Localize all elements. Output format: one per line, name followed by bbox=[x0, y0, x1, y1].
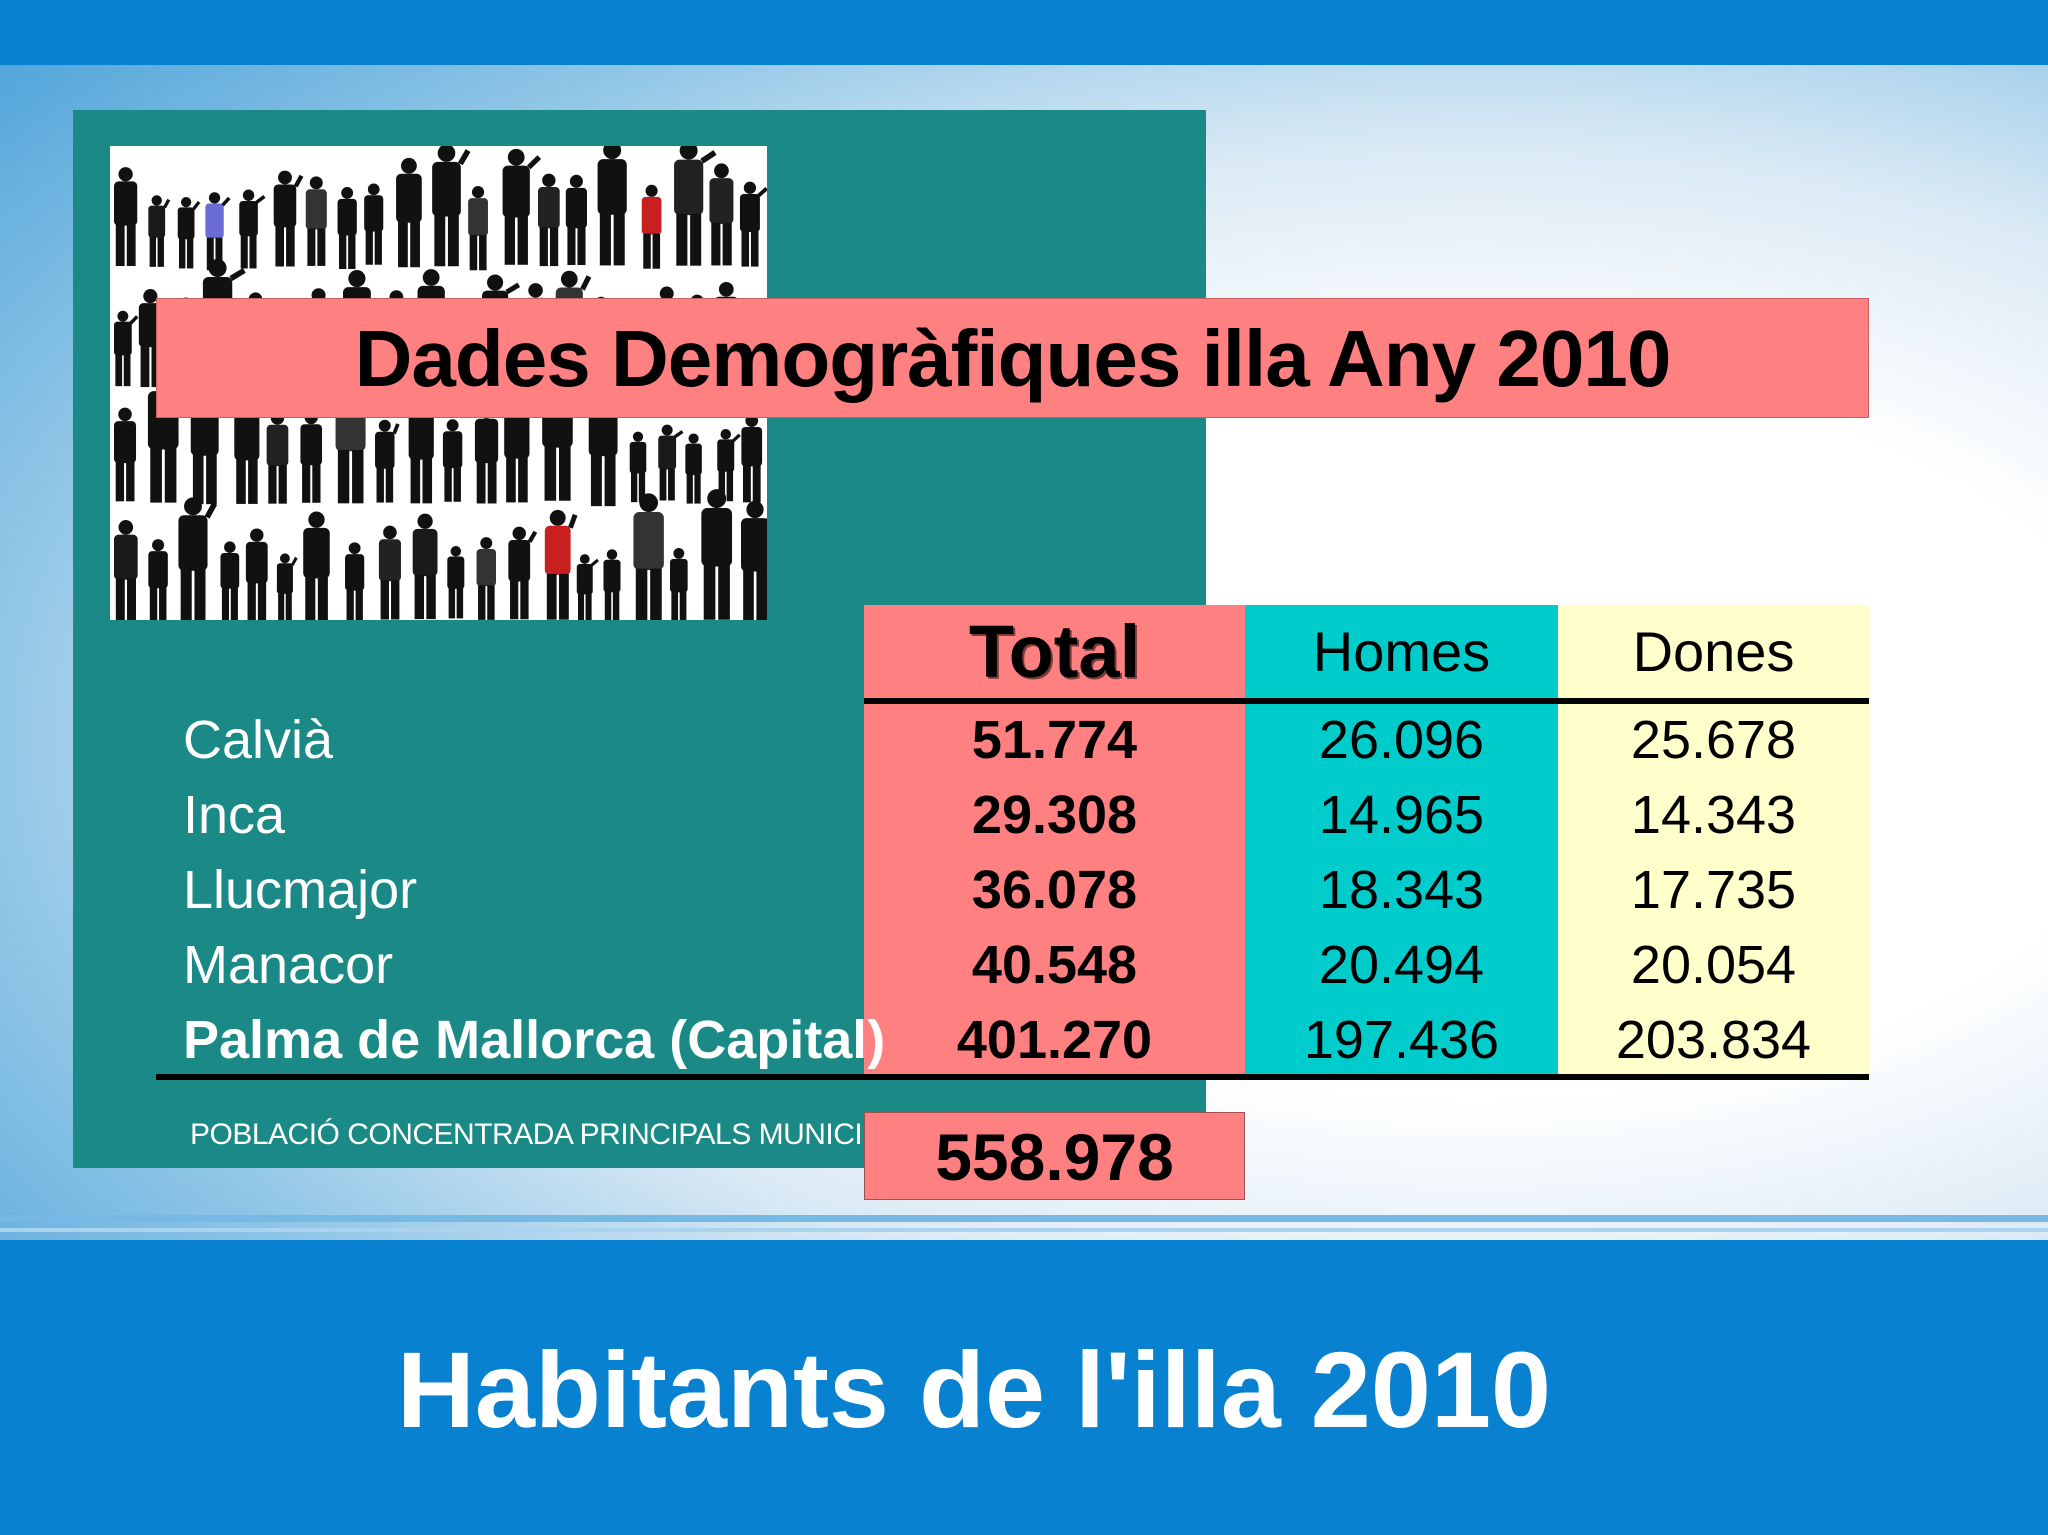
row-homes: 20.494 bbox=[1318, 935, 1485, 995]
header-dones: Dones bbox=[1632, 620, 1795, 683]
row-dones: 20.054 bbox=[1630, 935, 1797, 995]
table-bottom-rule bbox=[156, 1074, 1869, 1080]
title-banner: Dades Demogràfiques illa Any 2010 bbox=[156, 298, 1869, 418]
row-municipality-capital: Palma de Mallorca (Capital) bbox=[183, 1010, 886, 1070]
header-total: Total bbox=[968, 610, 1141, 693]
row-dones: 25.678 bbox=[1630, 710, 1797, 770]
total-column-background bbox=[864, 605, 1245, 1075]
row-total: 29.308 bbox=[971, 785, 1138, 845]
slide-title: Dades Demogràfiques illa Any 2010 bbox=[354, 314, 1672, 403]
row-municipality: Llucmajor bbox=[183, 860, 418, 920]
slide-footer-title: Habitants de l'illa 2010 bbox=[396, 1329, 1552, 1450]
top-blue-bar bbox=[0, 0, 2048, 65]
row-dones: 14.343 bbox=[1630, 785, 1797, 845]
summary-total: 558.978 bbox=[864, 1112, 1245, 1200]
row-homes: 197.436 bbox=[1303, 1010, 1500, 1070]
row-total: 401.270 bbox=[956, 1010, 1153, 1070]
homes-column-background bbox=[1245, 605, 1558, 1075]
row-total: 40.548 bbox=[971, 935, 1138, 995]
row-dones: 203.834 bbox=[1615, 1010, 1812, 1070]
row-municipality: Manacor bbox=[183, 935, 394, 995]
dones-column-background bbox=[1558, 605, 1869, 1075]
row-municipality: Inca bbox=[183, 785, 286, 845]
bottom-divider-line-thin bbox=[0, 1228, 2048, 1232]
header-rule bbox=[864, 698, 1869, 704]
row-homes: 14.965 bbox=[1318, 785, 1485, 845]
summary-label: POBLACIÓ CONCENTRADA PRINCIPALS MUNICIPI… bbox=[190, 1118, 910, 1151]
row-dones: 17.735 bbox=[1630, 860, 1797, 920]
bottom-blue-band bbox=[0, 1240, 2048, 1535]
row-total: 36.078 bbox=[971, 860, 1138, 920]
header-homes: Homes bbox=[1312, 620, 1491, 683]
row-municipality: Calvià bbox=[183, 710, 334, 770]
bottom-divider-line bbox=[0, 1215, 2048, 1222]
row-homes: 26.096 bbox=[1318, 710, 1485, 770]
row-homes: 18.343 bbox=[1318, 860, 1485, 920]
row-total: 51.774 bbox=[971, 710, 1138, 770]
